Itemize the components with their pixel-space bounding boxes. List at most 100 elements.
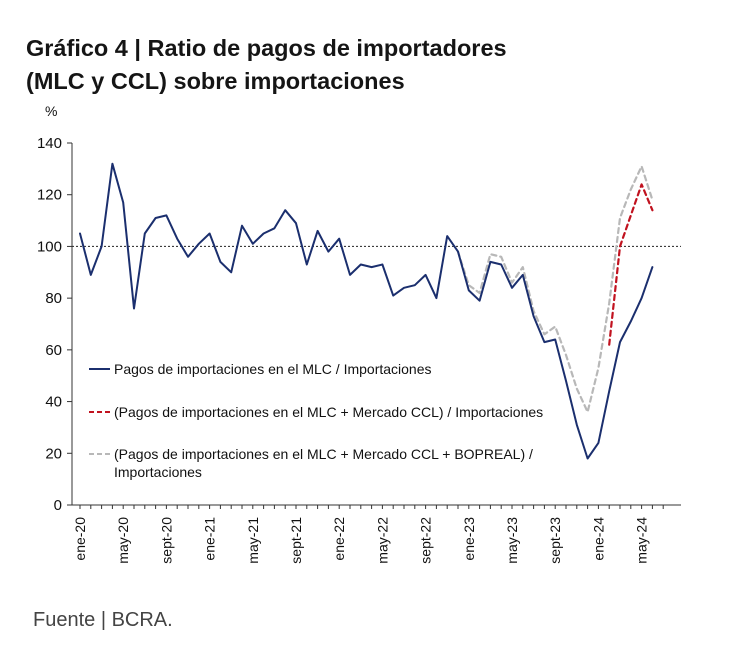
series-2-point [522,266,524,268]
series-2-point [608,302,610,304]
series-2-point [489,253,491,255]
series-0-point [587,457,589,459]
series-0-point [198,243,200,245]
x-tick-label: may-22 [374,517,390,564]
series-0-point [295,222,297,224]
series-0-point [122,201,124,203]
x-tick-label: ene-23 [461,517,477,561]
series-line-2 [456,165,654,413]
legend-label-2: Importaciones [114,464,202,480]
series-1-point [641,183,643,185]
series-0-point [565,380,567,382]
legend-label-0: Pagos de importaciones en el MLC / Impor… [114,361,432,377]
chart-title-line-2: (MLC y CCL) sobre importaciones [26,68,405,94]
series-0-point [317,230,319,232]
series-2-point [641,165,643,167]
y-tick-label: 60 [45,342,62,359]
series-2-point [597,367,599,369]
series-0-point [597,442,599,444]
x-tick-label: sept-20 [158,517,174,564]
series-0-point [144,233,146,235]
y-tick-label: 140 [37,135,62,152]
series-0-point [360,264,362,266]
x-tick-label: may-24 [634,517,650,564]
series-0-point [306,264,308,266]
x-tick-label: sept-23 [547,517,563,564]
y-tick-label: 120 [37,187,62,204]
series-0-point [111,163,113,165]
series-0-point [349,274,351,276]
y-tick-label: 20 [45,445,62,462]
series-1-point [608,344,610,346]
series-0-point [446,235,448,237]
series-2-point [651,199,653,201]
series-0-point [468,289,470,291]
chart-title: Gráfico 4 | Ratio de pagos de importador… [26,32,716,98]
series-0-point [219,261,221,263]
x-tick-label: sept-21 [288,517,304,564]
series-2-point [619,217,621,219]
series-2-point [500,256,502,258]
series-0-point [641,297,643,299]
series-0-point [241,225,243,227]
series-0-point [187,256,189,258]
x-tick-label: ene-21 [202,517,218,561]
x-tick-label: may-23 [504,517,520,564]
x-tick-label: may-21 [245,517,261,564]
series-2-point [511,282,513,284]
series-0-point [252,243,254,245]
series-0-point [263,233,265,235]
series-0-point [273,227,275,229]
series-0-point [338,238,340,240]
series-0-point [230,271,232,273]
series-0-point [284,209,286,211]
series-2-point [630,189,632,191]
series-0-point [209,233,211,235]
series-2-point [576,388,578,390]
series-0-point [511,287,513,289]
y-tick-label: 0 [54,497,62,514]
series-0-point [630,320,632,322]
series-0-point [522,274,524,276]
x-tick-label: sept-22 [418,517,434,564]
series-0-point [101,245,103,247]
legend-label-1: (Pagos de importaciones en el MLC + Merc… [114,404,543,420]
series-2-point [565,354,567,356]
series-0-point [619,341,621,343]
y-axis-unit: % [45,103,58,119]
series-0-point [435,297,437,299]
series-1-point [630,214,632,216]
series-0-point [479,300,481,302]
series-0-point [414,284,416,286]
series-0-point [176,238,178,240]
series-line-0 [79,162,654,460]
series-line-1 [608,183,654,346]
series-1-point [619,245,621,247]
line-chart: 0 20 40 60 80 100 120 140 ene-20 may-20 sept-20 ene… [37,135,681,564]
series-0-point [425,274,427,276]
series-0-point [457,251,459,253]
series-0-point [651,266,653,268]
series-0-point [381,264,383,266]
series-0-point [489,261,491,263]
source-note: Fuente | BCRA. [33,609,173,631]
series-1-point [651,209,653,211]
series-0-point [165,214,167,216]
series-2-point [543,333,545,335]
series-2-point [587,411,589,413]
y-tick-label: 80 [45,290,62,307]
series-0-point [500,264,502,266]
x-tick-label: may-20 [115,517,131,564]
series-0-point [576,424,578,426]
series-0-point [392,295,394,297]
series-0-point [371,266,373,268]
series-0-point [79,233,81,235]
series-0-point [403,287,405,289]
series-2-point [479,292,481,294]
chart-title-line-1: Gráfico 4 | Ratio de pagos de importador… [26,35,507,61]
series-0-point [90,274,92,276]
series-2-point [554,326,556,328]
series-0-point [608,390,610,392]
y-tick-label: 40 [45,394,62,411]
series-0-point [554,339,556,341]
